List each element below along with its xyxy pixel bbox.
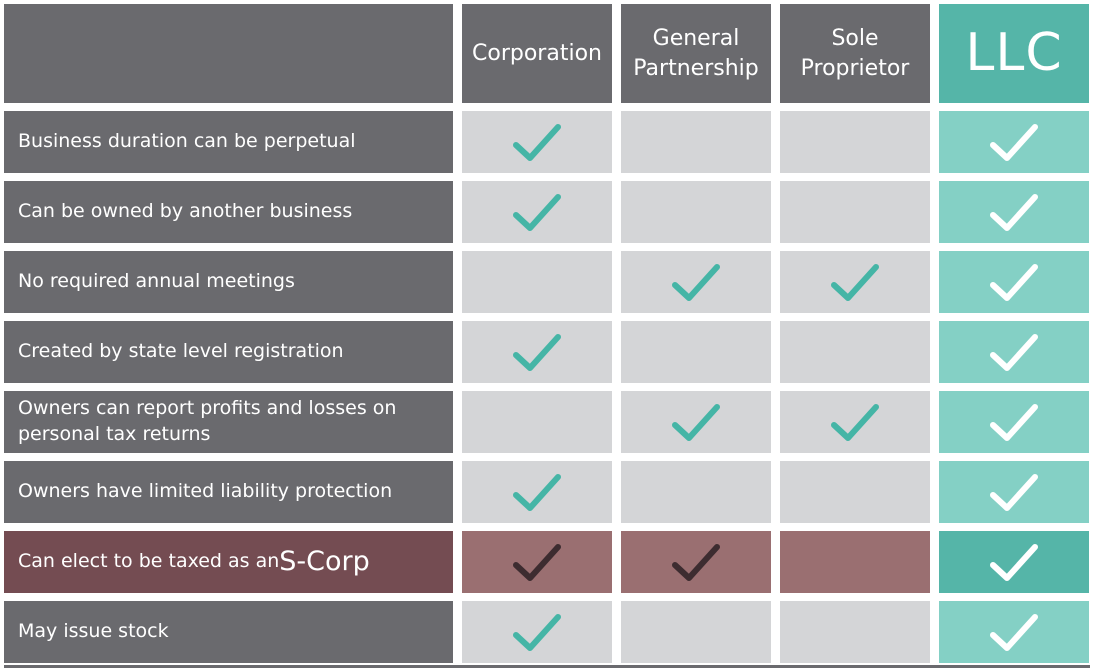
cell-corporation (462, 181, 612, 243)
cell-corporation (462, 531, 612, 593)
header-corner (4, 4, 453, 103)
row-label: No required annual meetings (4, 251, 453, 313)
cell-llc (939, 321, 1089, 383)
bottom-divider (4, 665, 1090, 668)
cell-general_partnership (621, 321, 771, 383)
checkmark-icon (513, 333, 561, 371)
row-label-text: May issue stock (18, 620, 169, 643)
row-label-text: No required annual meetings (18, 270, 295, 293)
row-label: May issue stock (4, 601, 453, 663)
comparison-table: Corporation General Partnership Sole Pro… (4, 4, 1089, 663)
row-label-text: Created by state level registration (18, 340, 344, 363)
cell-sole_proprietor (780, 601, 930, 663)
checkmark-icon (990, 263, 1038, 301)
cell-llc (939, 181, 1089, 243)
checkmark-icon (513, 613, 561, 651)
checkmark-icon (831, 403, 879, 441)
cell-corporation (462, 321, 612, 383)
checkmark-icon (513, 123, 561, 161)
cell-general_partnership (621, 461, 771, 523)
cell-sole_proprietor (780, 251, 930, 313)
cell-general_partnership (621, 251, 771, 313)
checkmark-icon (990, 613, 1038, 651)
row-label: Owners can report profits and losses on … (4, 391, 453, 453)
row-label-text: Owners can report profits and losses on … (18, 397, 397, 445)
row-label: Owners have limited liability protection (4, 461, 453, 523)
cell-sole_proprietor (780, 391, 930, 453)
cell-corporation (462, 601, 612, 663)
checkmark-icon (990, 473, 1038, 511)
cell-sole_proprietor (780, 461, 930, 523)
row-label: Can be owned by another business (4, 181, 453, 243)
cell-corporation (462, 461, 612, 523)
checkmark-icon (672, 403, 720, 441)
cell-corporation (462, 251, 612, 313)
cell-corporation (462, 391, 612, 453)
checkmark-icon (990, 123, 1038, 161)
checkmark-icon (513, 543, 561, 581)
row-label-text: Can be owned by another business (18, 200, 353, 223)
cell-llc (939, 531, 1089, 593)
row-label: Business duration can be perpetual (4, 111, 453, 173)
column-header-corporation: Corporation (462, 4, 612, 103)
cell-corporation (462, 111, 612, 173)
cell-general_partnership (621, 531, 771, 593)
cell-llc (939, 251, 1089, 313)
checkmark-icon (513, 473, 561, 511)
row-label-text: Owners have limited liability protection (18, 480, 393, 503)
cell-llc (939, 111, 1089, 173)
cell-sole_proprietor (780, 111, 930, 173)
checkmark-icon (672, 543, 720, 581)
checkmark-icon (990, 193, 1038, 231)
cell-sole_proprietor (780, 321, 930, 383)
checkmark-icon (990, 403, 1038, 441)
checkmark-icon (831, 263, 879, 301)
column-header-llc: LLC (939, 4, 1089, 103)
checkmark-icon (672, 263, 720, 301)
checkmark-icon (990, 333, 1038, 371)
cell-llc (939, 391, 1089, 453)
cell-general_partnership (621, 601, 771, 663)
cell-sole_proprietor (780, 531, 930, 593)
column-header-general-partnership: General Partnership (621, 4, 771, 103)
row-label: Created by state level registration (4, 321, 453, 383)
row-label-emphasis: S-Corp (279, 545, 370, 577)
cell-llc (939, 601, 1089, 663)
checkmark-icon (513, 193, 561, 231)
cell-general_partnership (621, 111, 771, 173)
cell-general_partnership (621, 181, 771, 243)
cell-general_partnership (621, 391, 771, 453)
checkmark-icon (990, 543, 1038, 581)
cell-llc (939, 461, 1089, 523)
cell-sole_proprietor (780, 181, 930, 243)
row-label: Can elect to be taxed as an S-Corp (4, 531, 453, 593)
row-label-text: Business duration can be perpetual (18, 130, 356, 153)
row-label-text: Can elect to be taxed as an (18, 550, 280, 573)
column-header-sole-proprietor: Sole Proprietor (780, 4, 930, 103)
